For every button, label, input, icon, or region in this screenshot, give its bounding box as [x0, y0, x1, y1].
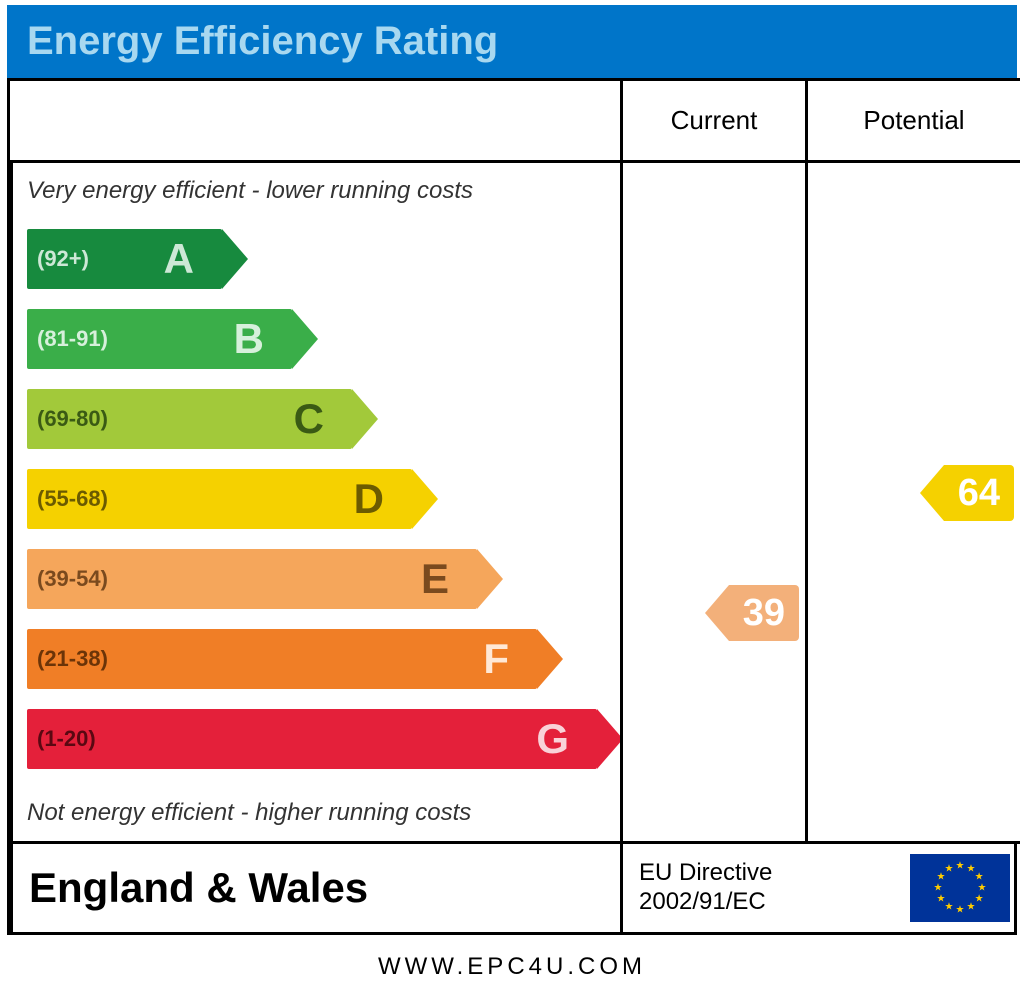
eu-star-icon: ★: [967, 902, 976, 913]
eu-star-icon: ★: [956, 861, 965, 872]
band-arrow-icon: [477, 549, 503, 609]
band-arrow-icon: [292, 309, 318, 369]
band-bar-B: (81-91) B: [27, 309, 292, 369]
band-arrow-icon: [352, 389, 378, 449]
eu-star-icon: ★: [945, 863, 954, 874]
band-row: (92+) A: [27, 229, 620, 289]
band-bar-G: (1-20) G: [27, 709, 597, 769]
pointer-value: 39: [729, 585, 799, 641]
top-caption: Very energy efficient - lower running co…: [13, 171, 620, 209]
band-row: (69-80) C: [27, 389, 620, 449]
pointer-value: 64: [944, 465, 1014, 521]
band-arrow-icon: [222, 229, 248, 289]
footer-directive: EU Directive 2002/91/EC ★★★★★★★★★★★★: [620, 841, 1020, 932]
band-range: (81-91): [27, 326, 108, 352]
band-bar-F: (21-38) F: [27, 629, 537, 689]
eu-star-icon: ★: [978, 883, 987, 894]
band-range: (39-54): [27, 566, 108, 592]
band-letter: G: [536, 715, 569, 763]
band-arrow-icon: [537, 629, 563, 689]
band-letter: A: [164, 235, 194, 283]
band-range: (55-68): [27, 486, 108, 512]
column-header-potential: Potential: [805, 78, 1020, 160]
bottom-caption: Not energy efficient - higher running co…: [13, 789, 620, 831]
directive-line-1: EU Directive: [639, 859, 772, 888]
band-range: (21-38): [27, 646, 108, 672]
band-bar-C: (69-80) C: [27, 389, 352, 449]
potential-pointer: 64: [920, 465, 1014, 521]
band-bar-E: (39-54) E: [27, 549, 477, 609]
band-letter: E: [421, 555, 449, 603]
band-row: (55-68) D: [27, 469, 620, 529]
blank-header: [10, 78, 620, 160]
bands-area: Very energy efficient - lower running co…: [10, 160, 620, 841]
current-column: 39: [620, 160, 805, 841]
band-bar-D: (55-68) D: [27, 469, 412, 529]
directive-text: EU Directive 2002/91/EC: [639, 859, 772, 917]
source-url: WWW.EPC4U.COM: [7, 935, 1017, 981]
pointer-arrow-icon: [705, 585, 729, 641]
eu-star-icon: ★: [956, 905, 965, 916]
band-row: (21-38) F: [27, 629, 620, 689]
eu-star-icon: ★: [945, 902, 954, 913]
band-letter: F: [483, 635, 509, 683]
eu-star-icon: ★: [936, 894, 945, 905]
band-range: (92+): [27, 246, 89, 272]
band-bar-A: (92+) A: [27, 229, 222, 289]
footer-region: England & Wales: [10, 841, 620, 932]
potential-column: 64: [805, 160, 1020, 841]
eu-star-icon: ★: [934, 883, 943, 894]
band-letter: C: [294, 395, 324, 443]
chart-grid: Current Potential Very energy efficient …: [7, 78, 1017, 935]
current-pointer: 39: [705, 585, 799, 641]
pointer-arrow-icon: [920, 465, 944, 521]
eu-star-icon: ★: [975, 872, 984, 883]
band-row: (81-91) B: [27, 309, 620, 369]
chart-title: Energy Efficiency Rating: [7, 5, 1017, 78]
band-range: (69-80): [27, 406, 108, 432]
band-row: (39-54) E: [27, 549, 620, 609]
bands-list: (92+) A (81-91) B (69-80) C (55-68) D (39-54) E (2…: [13, 229, 620, 769]
eu-star-icon: ★: [975, 894, 984, 905]
directive-line-2: 2002/91/EC: [639, 888, 772, 917]
band-letter: B: [234, 315, 264, 363]
eu-flag-icon: ★★★★★★★★★★★★: [910, 854, 1010, 922]
column-header-current: Current: [620, 78, 805, 160]
band-letter: D: [354, 475, 384, 523]
band-range: (1-20): [27, 726, 96, 752]
band-arrow-icon: [412, 469, 438, 529]
epc-chart: Energy Efficiency Rating Current Potenti…: [7, 5, 1017, 981]
band-row: (1-20) G: [27, 709, 620, 769]
